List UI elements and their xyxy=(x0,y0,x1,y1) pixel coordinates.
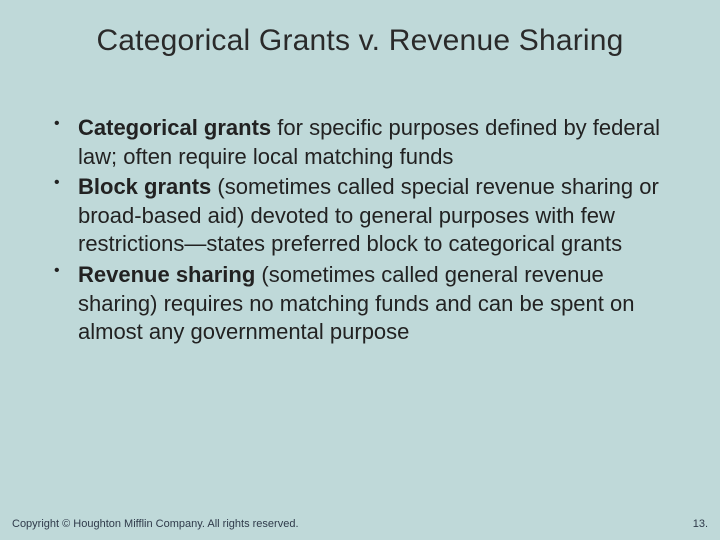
page-number: 13. xyxy=(693,518,708,530)
copyright-text: Copyright © Houghton Mifflin Company. Al… xyxy=(12,518,299,530)
term: Categorical grants xyxy=(78,115,271,140)
slide-title: Categorical Grants v. Revenue Sharing xyxy=(36,24,684,58)
slide: Categorical Grants v. Revenue Sharing Ca… xyxy=(0,0,720,540)
term: Revenue sharing xyxy=(78,262,255,287)
bullet-list: Categorical grants for specific purposes… xyxy=(36,114,684,347)
list-item: Revenue sharing (sometimes called genera… xyxy=(54,261,684,347)
term: Block grants xyxy=(78,174,211,199)
footer: Copyright © Houghton Mifflin Company. Al… xyxy=(12,518,708,530)
list-item: Categorical grants for specific purposes… xyxy=(54,114,684,171)
list-item: Block grants (sometimes called special r… xyxy=(54,173,684,259)
